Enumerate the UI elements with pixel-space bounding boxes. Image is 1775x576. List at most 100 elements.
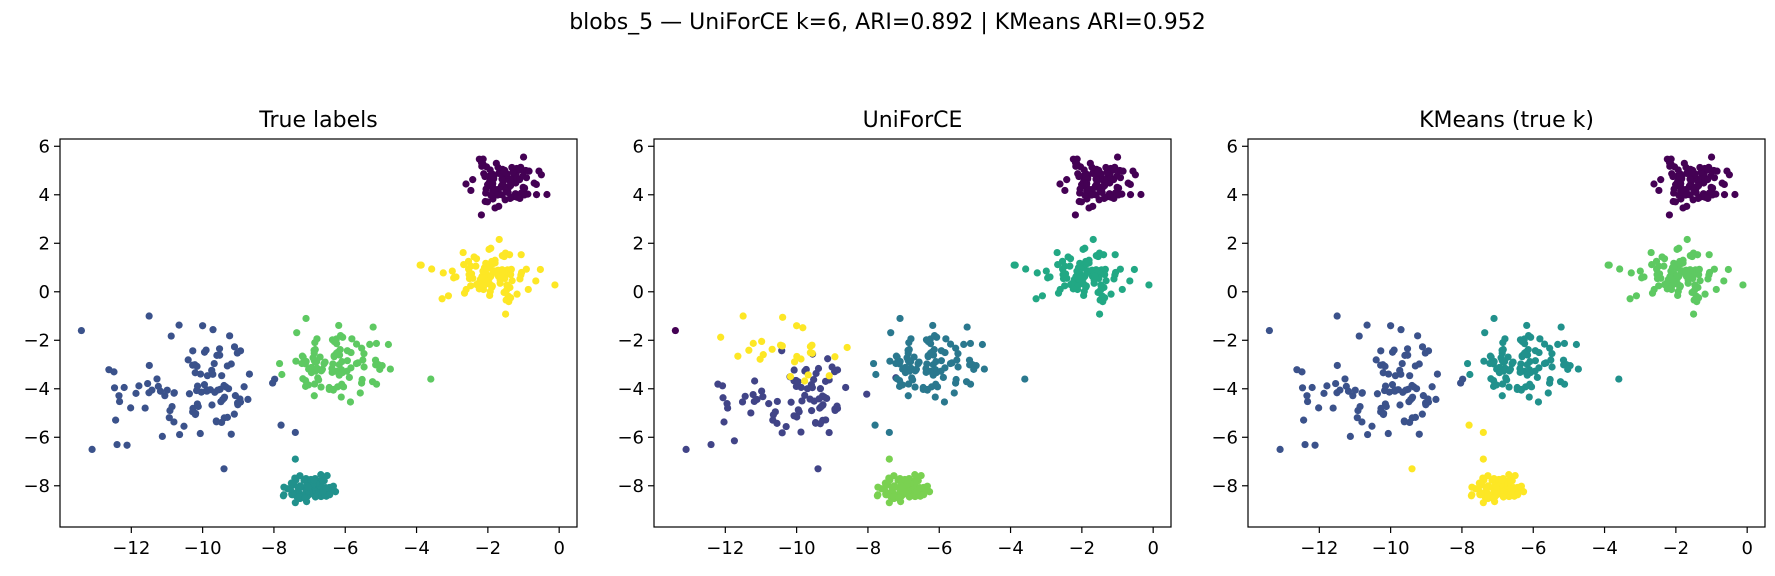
scatter-point: [326, 491, 334, 499]
scatter-point: [517, 251, 525, 259]
scatter-point: [790, 412, 798, 420]
scatter-point: [1676, 257, 1684, 266]
scatter-point: [904, 356, 912, 365]
scatter-point: [1526, 380, 1534, 388]
scatter-point: [1410, 383, 1418, 391]
scatter-point: [1418, 343, 1427, 351]
scatter-point: [824, 355, 832, 363]
scatter-point: [1479, 428, 1487, 437]
scatter-point: [322, 483, 330, 492]
scatter-point: [495, 202, 503, 210]
axes-frame: [653, 138, 1172, 528]
panel-2: UniForCE −12 −10 −8 −6 −4 −2 0 −8 −6 −4 −2 0 2 4 6: [617, 108, 1172, 559]
scatter-point: [310, 392, 318, 400]
scatter-point: [806, 342, 814, 351]
scatter-point: [1487, 375, 1495, 383]
scatter-point: [717, 333, 725, 341]
scatter-point: [1476, 479, 1484, 487]
scatter-point: [525, 167, 533, 175]
scatter-point: [209, 370, 217, 378]
scatter-point: [231, 392, 239, 400]
scatter-point: [1514, 491, 1522, 499]
scatter-point: [773, 419, 781, 427]
scatter-point: [724, 404, 732, 412]
scatter-point: [1674, 166, 1682, 174]
scatter-point: [132, 389, 140, 397]
scatter-point: [1391, 386, 1399, 394]
scatter-point: [904, 476, 912, 484]
scatter-point: [208, 401, 216, 409]
scatter-point: [427, 375, 435, 383]
x-tick-label: −6: [926, 538, 953, 559]
scatter-point: [863, 390, 871, 398]
scatter-point: [1355, 332, 1363, 340]
scatter-point: [1632, 292, 1641, 300]
scatter-point: [1433, 370, 1442, 378]
scatter-point: [1333, 312, 1341, 320]
scatter-point: [191, 410, 199, 419]
scatter-point: [180, 422, 188, 430]
scatter-point: [885, 455, 893, 463]
scatter-point: [872, 370, 880, 379]
scatter-point: [1066, 255, 1075, 263]
scatter-point: [1076, 185, 1084, 193]
scatter-point: [1604, 261, 1612, 269]
scatter-point: [487, 244, 495, 252]
scatter-point: [719, 394, 727, 402]
scatter-point: [1081, 244, 1089, 252]
scatter-point: [1540, 359, 1549, 368]
scatter-point: [1615, 375, 1623, 383]
scatter-point: [77, 326, 85, 335]
scatter-point: [1346, 432, 1354, 440]
scatter-point: [940, 398, 949, 406]
scatter-point: [1398, 359, 1406, 368]
axes-frame: [59, 138, 578, 528]
scatter-point: [280, 491, 288, 499]
scatter-point: [1695, 271, 1703, 279]
scatter-point: [329, 386, 337, 394]
scatter-point: [123, 441, 131, 449]
scatter-point: [428, 265, 436, 273]
scatter-point: [219, 395, 227, 404]
scatter-point: [1468, 491, 1476, 499]
scatter-point: [1463, 359, 1472, 368]
scatter-point: [135, 382, 143, 390]
scatter-point: [170, 389, 178, 397]
scatter-point: [963, 323, 971, 331]
scatter-point: [337, 393, 345, 401]
y-tick-label: 6: [633, 136, 644, 157]
scatter-point: [1298, 384, 1307, 392]
scatter-point: [1488, 494, 1497, 502]
y-tick-label: 0: [1227, 282, 1238, 303]
scatter-point: [329, 482, 337, 490]
scatter-point: [203, 372, 212, 380]
scatter-point: [1683, 235, 1691, 244]
scatter-point: [245, 370, 254, 378]
y-tick-label: −2: [617, 330, 644, 351]
scatter-point: [1100, 182, 1109, 190]
scatter-point: [234, 401, 242, 409]
scatter-point: [1474, 485, 1482, 493]
scatter-point: [1670, 185, 1678, 193]
scatter-point: [782, 422, 790, 431]
scatter-point: [1523, 371, 1531, 379]
x-tick-label: −12: [1300, 538, 1338, 559]
scatter-point: [507, 294, 515, 302]
scatter-point: [486, 280, 494, 288]
scatter-point: [347, 364, 355, 372]
scatter-point: [175, 321, 183, 329]
scatter-point: [1391, 372, 1400, 380]
scatter-point: [741, 392, 749, 400]
scatter-point: [797, 428, 805, 436]
scatter-point: [1402, 386, 1410, 394]
scatter-point: [506, 194, 514, 203]
axes-frame: [1247, 138, 1766, 528]
scatter-point: [482, 259, 490, 267]
scatter-point: [1504, 353, 1512, 361]
scatter-point: [793, 322, 801, 330]
scatter-point: [156, 387, 165, 395]
scatter-point: [1502, 374, 1510, 382]
scatter-point: [161, 392, 169, 400]
scatter-point: [905, 493, 914, 501]
